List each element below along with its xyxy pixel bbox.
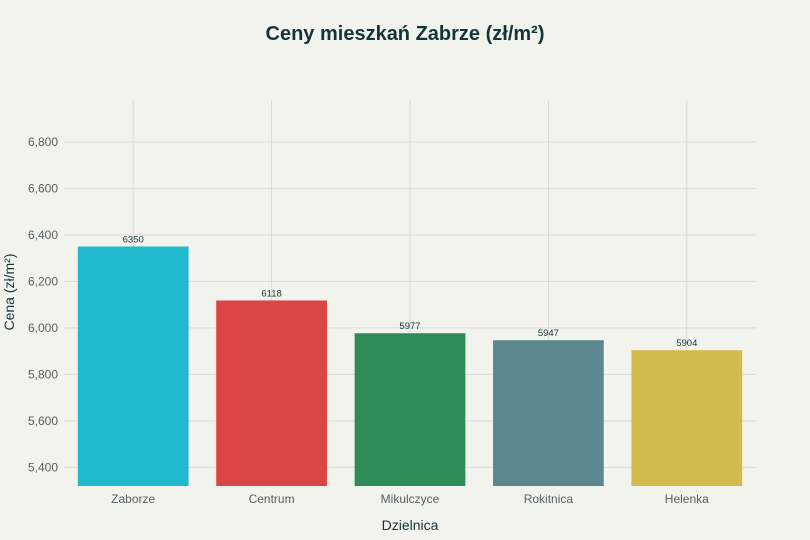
chart-title: Ceny mieszkań Zabrze (zł/m²)	[266, 23, 545, 45]
bar-value-label: 5977	[399, 321, 420, 332]
x-tick-label: Centrum	[249, 492, 295, 506]
bar-zaborze	[77, 246, 189, 486]
y-tick-label: 6,600	[28, 181, 58, 195]
y-tick-label: 5,400	[28, 460, 58, 474]
x-axis-title: Dzielnica	[382, 517, 439, 533]
bar-mikulczyce	[354, 333, 466, 486]
y-tick-label: 5,800	[28, 367, 58, 381]
x-tick-label: Helenka	[665, 492, 709, 506]
bar-rokitnica	[493, 340, 604, 486]
data-labels: 6350 6118 5977 5947 5904	[123, 234, 698, 349]
bar-value-label: 5904	[676, 338, 697, 349]
x-tick-label: Mikulczyce	[381, 492, 440, 506]
y-tick-label: 6,200	[28, 274, 58, 288]
bar-helenka	[631, 350, 743, 486]
bars	[77, 246, 743, 486]
y-axis-title: Cena (zł/m²)	[1, 253, 17, 330]
bar-value-label: 6350	[123, 234, 144, 245]
bar-value-label: 6118	[261, 288, 281, 299]
bar-centrum	[216, 300, 327, 486]
x-tick-label: Zaborze	[111, 492, 155, 506]
y-tick-label: 6,400	[28, 228, 58, 242]
x-tick-label: Rokitnica	[524, 492, 574, 506]
bar-value-label: 5947	[538, 328, 559, 339]
y-axis-ticks: 5,400 5,600 5,800 6,000 6,200 6,400 6,600 6,800	[28, 135, 58, 475]
y-tick-label: 6,000	[28, 321, 58, 335]
y-tick-label: 6,800	[28, 135, 58, 149]
x-axis-ticks: Zaborze Centrum Mikulczyce Rokitnica Helenka	[111, 492, 709, 506]
y-tick-label: 5,600	[28, 414, 58, 428]
